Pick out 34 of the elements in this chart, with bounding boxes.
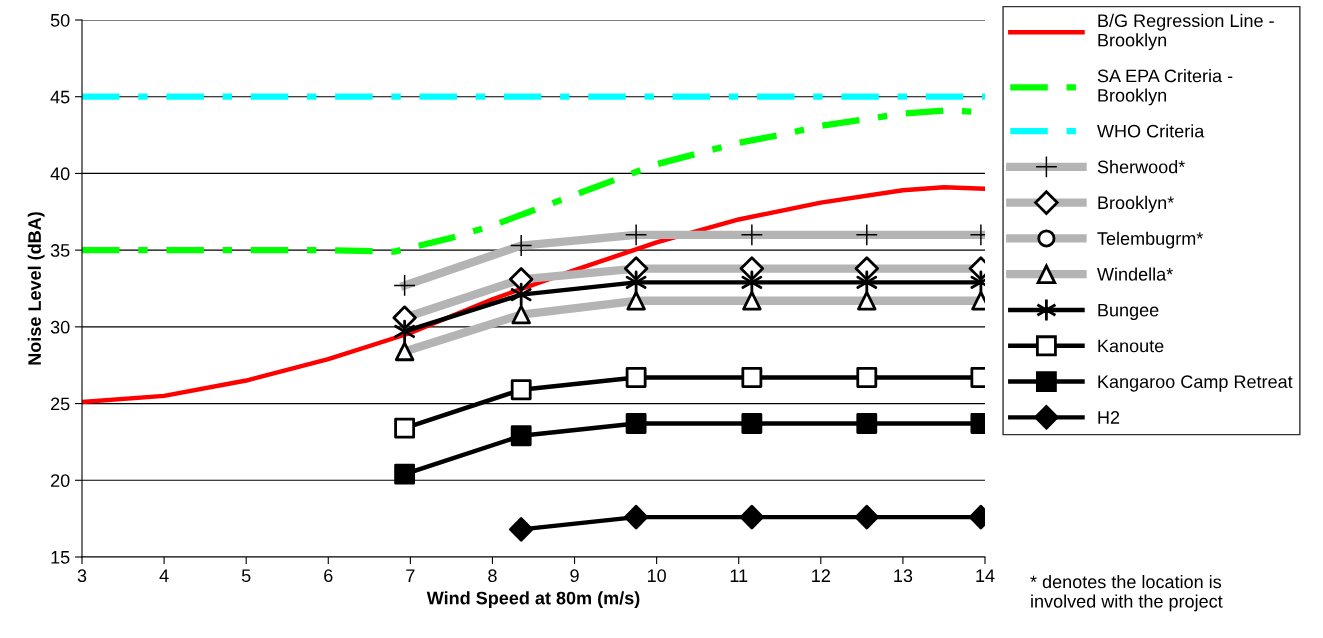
y-tick-label: 15	[51, 551, 70, 564]
text: * denotes the location is involved with the project	[1030, 575, 1223, 612]
x-tick-label: 7	[406, 569, 415, 582]
legend-label: B/G Regression Line - Brooklyn	[1098, 13, 1274, 51]
x-tick-label: 6	[324, 569, 333, 583]
y-tick-label: 50	[50, 13, 70, 27]
x-tick-label: 5	[241, 569, 251, 583]
x-tick-label: 8	[488, 569, 497, 583]
legend-label: SA EPA Criteria - Brooklyn	[1097, 69, 1233, 106]
y-tick-label: 40	[50, 167, 70, 181]
legend-label: Windella*	[1097, 267, 1173, 281]
x-tick-label: 11	[730, 569, 748, 582]
y-tick-label: 45	[50, 90, 70, 104]
legend-label: Kangaroo Camp Retreat	[1098, 375, 1293, 392]
x-tick-label: 4	[159, 569, 169, 582]
y-tick-label: 25	[51, 397, 70, 411]
legend-label: Kanoute	[1098, 339, 1164, 353]
legend-label: Sherwood*	[1097, 160, 1185, 174]
legend-label: Bungee	[1098, 303, 1159, 321]
y-tick-label: 30	[50, 320, 70, 334]
x-tick-label: 9	[570, 569, 579, 583]
y-tick-label: 20	[51, 474, 70, 488]
legend-label: WHO Criteria	[1097, 124, 1205, 138]
y-tick-label: 35	[50, 244, 70, 257]
y-axis-title: Noise Level (dBA)	[27, 212, 45, 365]
x-tick-label: 10	[647, 569, 666, 583]
x-tick-label: 13	[894, 569, 913, 583]
x-tick-label: 12	[812, 569, 830, 582]
x-tick-label: 14	[976, 569, 995, 582]
legend-label: H2	[1098, 411, 1120, 424]
legend-label: Brooklyn*	[1098, 195, 1174, 213]
legend-label: Telembugrm*	[1097, 231, 1204, 249]
x-tick-label: 3	[77, 569, 87, 583]
x-axis-title: Wind Speed at 80m (m/s)	[426, 591, 640, 609]
